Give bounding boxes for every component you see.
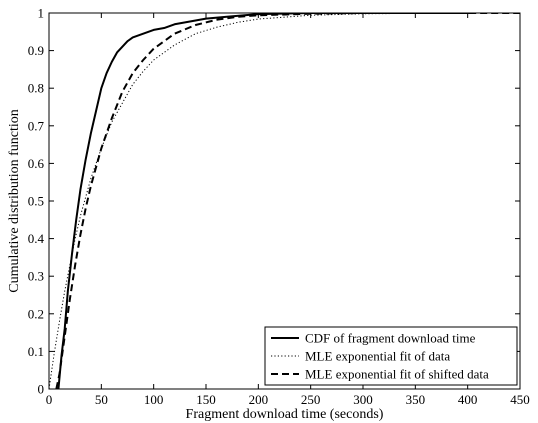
series-line-1 [57, 13, 473, 389]
x-tick-label: 100 [144, 392, 164, 407]
legend-box [264, 326, 518, 386]
y-tick-label: 0.8 [28, 81, 44, 96]
x-tick-label: 150 [196, 392, 216, 407]
legend-label-3: MLE exponential fit of shifted data [305, 367, 489, 382]
x-tick-label: 400 [458, 392, 478, 407]
x-tick-label: 200 [249, 392, 269, 407]
y-tick-label: 0.1 [28, 344, 44, 359]
y-axis-label: Cumulative distribution function [7, 109, 22, 293]
y-tick-label: 0.9 [28, 43, 44, 58]
x-tick-label: 300 [353, 392, 373, 407]
x-tick-label: 250 [301, 392, 321, 407]
y-tick-label: 0.5 [28, 194, 44, 209]
x-tick-label: 350 [406, 392, 426, 407]
y-tick-label: 0.2 [28, 306, 44, 321]
series-line-3 [55, 13, 520, 389]
legend-label-1: CDF of fragment download time [305, 331, 476, 346]
y-tick-label: 0.4 [28, 231, 45, 246]
legend: CDF of fragment download time MLE exponen… [264, 326, 518, 386]
y-tick-label: 0.7 [28, 118, 45, 133]
legend-label-2: MLE exponential fit of data [305, 349, 450, 364]
x-tick-label: 50 [95, 392, 108, 407]
y-tick-label: 0.6 [28, 156, 45, 171]
x-axis-ticks: 0 50 100 150 200 250 300 350 400 450 [46, 13, 530, 407]
x-tick-label: 0 [46, 392, 53, 407]
y-tick-label: 0.3 [28, 269, 44, 284]
plot-lines [49, 13, 520, 389]
y-tick-label: 0 [38, 382, 45, 397]
x-axis-label: Fragment download time (seconds) [186, 407, 384, 422]
y-tick-label: 1 [38, 6, 45, 21]
y-axis-ticks: 0 0.1 0.2 0.3 0.4 0.5 0.6 0.7 0.8 0.9 1 [28, 6, 520, 397]
x-tick-label: 450 [510, 392, 530, 407]
